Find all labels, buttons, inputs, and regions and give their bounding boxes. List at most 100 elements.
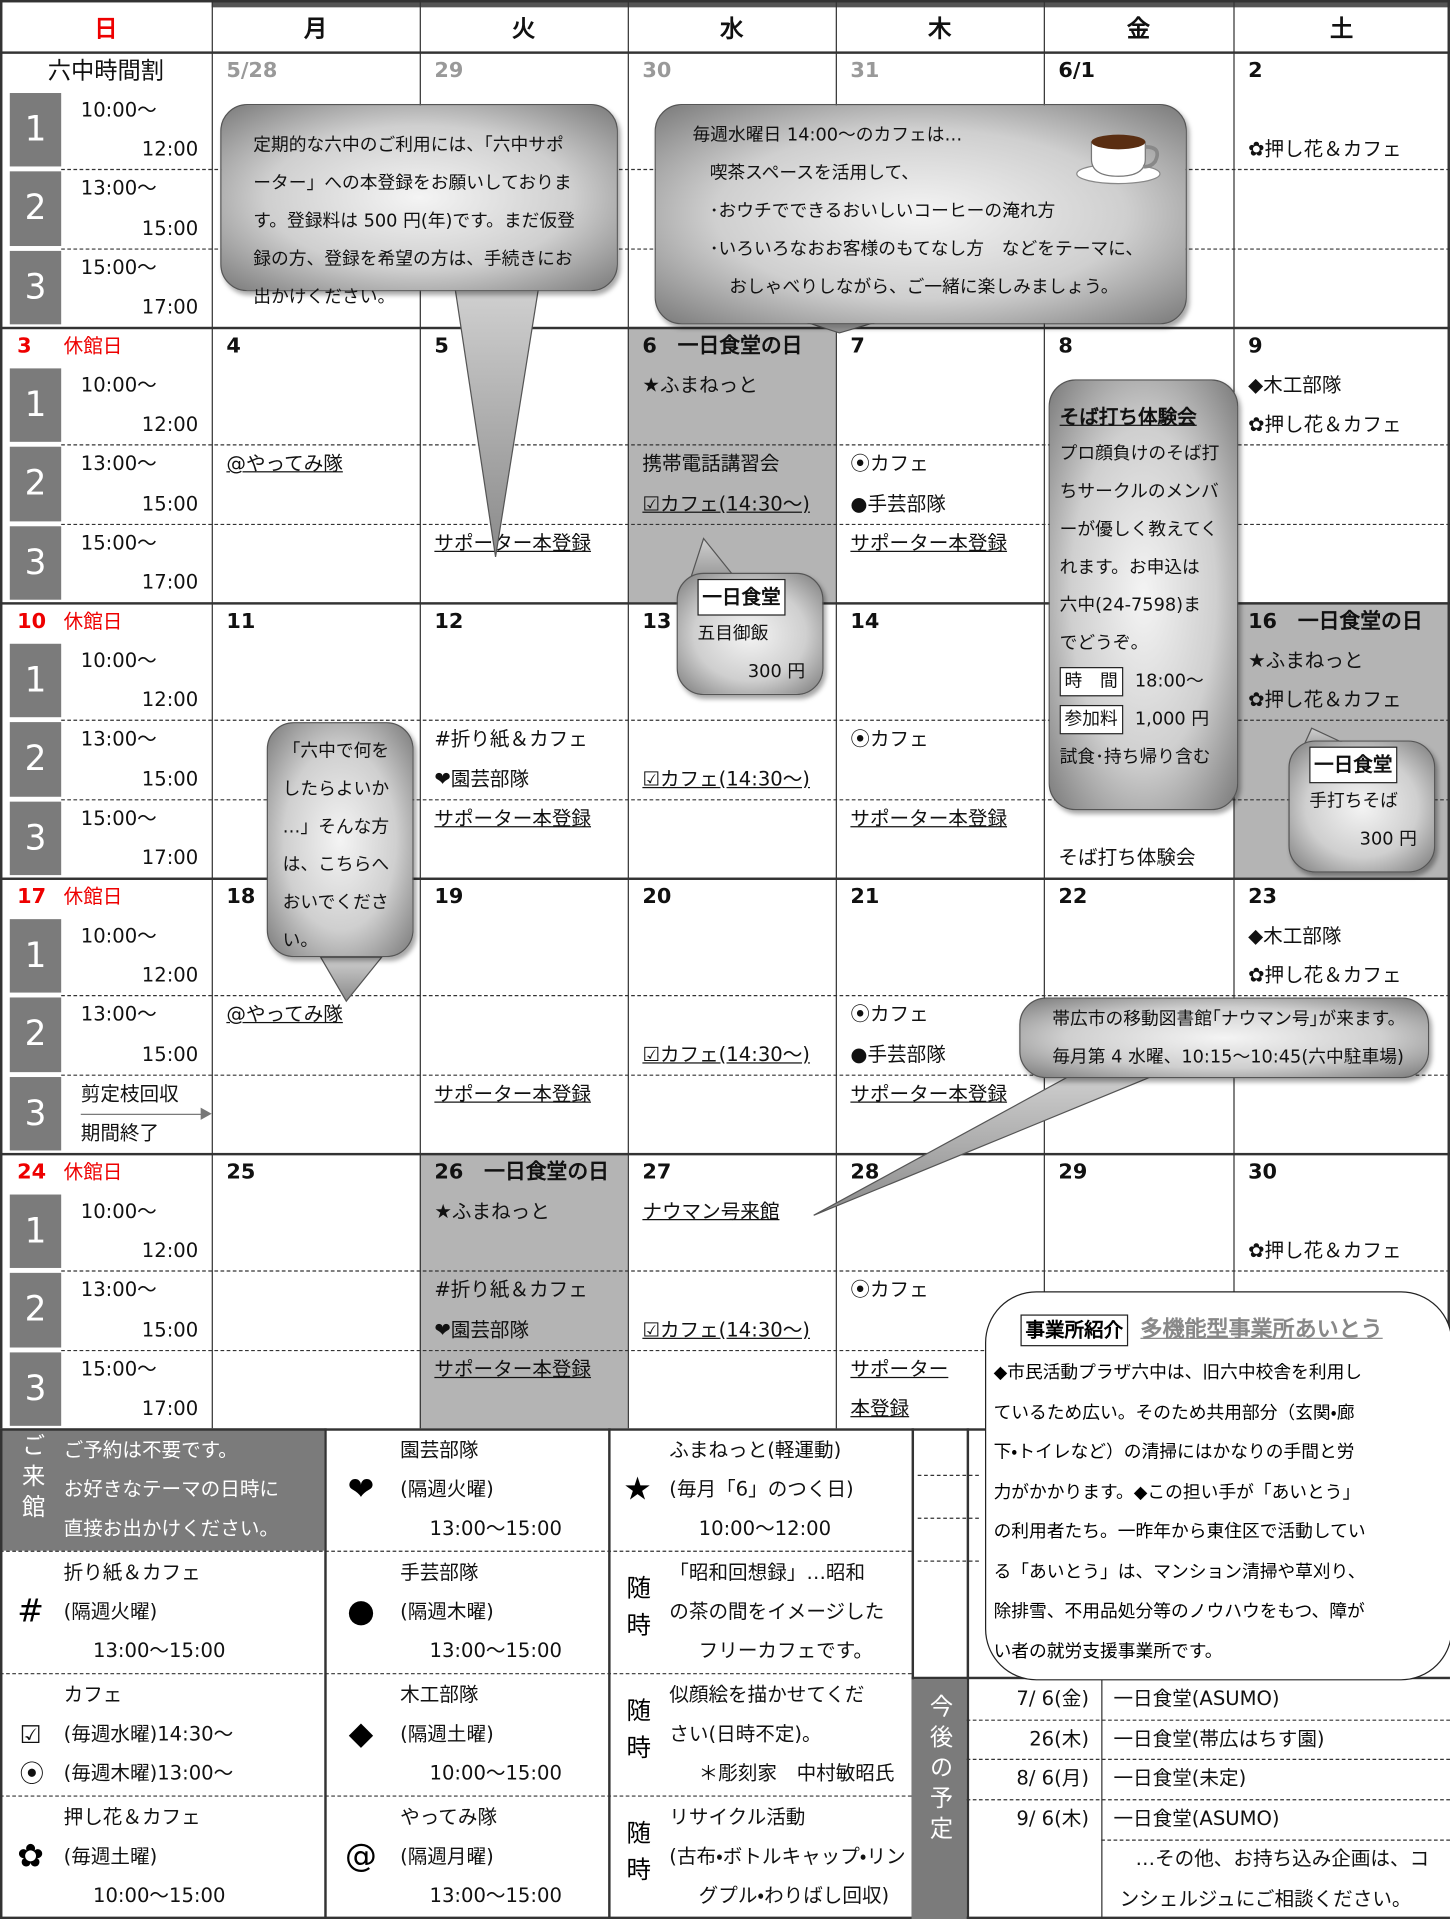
legend-icon: @ bbox=[345, 1838, 377, 1876]
event-text: そば打ち体験会 bbox=[1058, 845, 1196, 869]
legend-text: 手芸部隊 bbox=[400, 1560, 479, 1584]
date-label: 13 bbox=[642, 609, 672, 634]
slot-end: 15:00 bbox=[141, 491, 199, 515]
date-label: 30 bbox=[1248, 1160, 1278, 1185]
visit-bg bbox=[0, 1428, 325, 1551]
slot-end: 17:00 bbox=[141, 294, 199, 319]
dashed-line bbox=[61, 1270, 1450, 1273]
date-label: 11 bbox=[226, 609, 256, 634]
event-text: ◆木工部隊 bbox=[1248, 373, 1342, 397]
callout-text: 喫茶スペースを活用して、 bbox=[709, 164, 920, 184]
callout-text: おいでくださ bbox=[282, 893, 389, 914]
office-text: 下・トイレなど）の清掃にはかなりの手間と労 bbox=[993, 1442, 1355, 1463]
legend-text: ふまねっと(軽運動) bbox=[669, 1438, 842, 1462]
event-text: 携帯電話講習会 bbox=[642, 452, 780, 476]
date-label: 6/1 bbox=[1058, 58, 1095, 84]
slot-start: 10:00～ bbox=[80, 98, 157, 122]
event-text: ◆木工部隊 bbox=[1248, 924, 1342, 948]
event-text: ★ふまねっと bbox=[434, 1199, 550, 1223]
event-text: ●手芸部隊 bbox=[850, 1042, 946, 1066]
legend-text: 木工部隊 bbox=[400, 1682, 479, 1707]
grid-line bbox=[911, 1428, 915, 1919]
day-header: 土 bbox=[1330, 15, 1354, 43]
event-text: ✿押し花＆カフェ bbox=[1248, 688, 1402, 712]
grid-line bbox=[1447, 0, 1450, 1429]
day-header: 日 bbox=[94, 15, 118, 43]
slot-number: 1 bbox=[9, 1194, 62, 1269]
grid-line bbox=[627, 0, 629, 1429]
upcoming-date: 8/ 6(月) bbox=[1016, 1766, 1090, 1790]
legend-text: フリーカフェです。 bbox=[698, 1638, 873, 1663]
legend-text: 押し花＆カフェ bbox=[63, 1805, 201, 1829]
slot-start: 10:00～ bbox=[80, 1199, 157, 1223]
sunday-date: 17 bbox=[17, 884, 47, 910]
event-text: #折り紙＆カフェ bbox=[434, 727, 588, 751]
event-text: ☑カフェ(14:30～) bbox=[642, 491, 810, 515]
row-value: 1,000 円 bbox=[1134, 709, 1210, 730]
grid-line bbox=[1043, 0, 1045, 1429]
slot-number: 1 bbox=[9, 368, 62, 443]
event-text: @やってみ隊 bbox=[226, 452, 343, 476]
office-name: 多機能型事業所あいとう bbox=[1140, 1316, 1383, 1343]
legend-text: 10:00～15:00 bbox=[92, 1883, 226, 1907]
legend-text: 13:00～15:00 bbox=[92, 1638, 226, 1663]
row-label: 時 間 bbox=[1059, 667, 1123, 697]
tail bbox=[319, 956, 384, 1003]
legend-text: (隔週火曜) bbox=[63, 1599, 158, 1623]
grid-line bbox=[0, 326, 1450, 330]
callout-text: 五目御飯 bbox=[697, 624, 769, 644]
event-text: サポーター本登録 bbox=[434, 1356, 592, 1381]
office-text: の利用者たち。一昨年から東住区で活動してい bbox=[993, 1522, 1366, 1543]
date-label: 14 bbox=[850, 609, 880, 634]
grid-line bbox=[419, 0, 421, 1429]
grid-line bbox=[835, 0, 837, 1429]
date-label: 28 bbox=[850, 1160, 880, 1185]
legend-text: (毎月「6」のつく日) bbox=[669, 1477, 854, 1501]
event-text: ✿押し花＆カフェ bbox=[1248, 412, 1402, 437]
legend-text: リサイクル活動 bbox=[669, 1805, 806, 1829]
slot-number: 1 bbox=[9, 919, 62, 994]
office-text: る「あいとう」は、マンション清掃や草刈り、 bbox=[993, 1562, 1366, 1582]
callout-text: れます。お申込は bbox=[1059, 558, 1200, 578]
dashed-line bbox=[61, 523, 1450, 525]
date-label: 6 一日食堂の日 bbox=[642, 334, 803, 359]
visit-label: ご来館 bbox=[18, 1433, 46, 1525]
callout-text: 出かけください。 bbox=[253, 287, 396, 308]
grid-line bbox=[211, 0, 213, 1429]
legend-text: ご予約は不要です。 bbox=[63, 1438, 238, 1462]
callout: 一日食堂 手打ちそば 300 円 bbox=[1288, 740, 1436, 873]
legend-icon: 随時 bbox=[622, 1697, 652, 1771]
callout: 定期的な六中のご利用には、「六中サポ ーター」への本登録をお願いしておりま す。登録… bbox=[220, 104, 618, 307]
date-label: 18 bbox=[226, 884, 256, 910]
callout-text: 「六中で何を bbox=[282, 741, 390, 762]
legend-text: グプル・わりばし回収) bbox=[698, 1883, 890, 1907]
date-label: 7 bbox=[850, 334, 865, 359]
day-header: 月 bbox=[304, 15, 328, 43]
slot-end: 12:00 bbox=[141, 412, 199, 437]
closed-label: 休館日 bbox=[63, 334, 123, 358]
event-text: ✿押し花＆カフェ bbox=[1248, 1238, 1402, 1263]
event-text: ☑カフェ(14:30～) bbox=[642, 1317, 810, 1341]
legend-text: やってみ隊 bbox=[400, 1805, 498, 1829]
slot-number: 2 bbox=[9, 722, 62, 797]
sunday-date: 24 bbox=[17, 1160, 47, 1185]
slot-start: 15:00～ bbox=[80, 1356, 157, 1381]
event-text: ☑カフェ(14:30～) bbox=[642, 1042, 810, 1066]
upcoming-date: 9/ 6(木) bbox=[1016, 1806, 1090, 1830]
callout-text: ･いろいろなおお客様のもてなし方 などをテーマに、 bbox=[709, 239, 1144, 260]
legend-text: 10:00～15:00 bbox=[429, 1761, 562, 1785]
slot-number: 3 bbox=[9, 1076, 62, 1151]
upcoming-event: 一日食堂(帯広はちす園) bbox=[1113, 1726, 1325, 1750]
legend-icon: ☑ bbox=[19, 1719, 42, 1749]
event-text: サポーター本登録 bbox=[434, 806, 592, 830]
event-text: ⦿カフェ bbox=[850, 727, 929, 751]
callout-text: 六中(24-7598)ま bbox=[1059, 596, 1201, 616]
legend-icon: ✿ bbox=[17, 1838, 44, 1876]
row-value: 18:00～ bbox=[1134, 671, 1204, 692]
legend-icon: ● bbox=[347, 1593, 375, 1631]
date-label: 31 bbox=[850, 58, 880, 84]
event-text: サポーター本登録 bbox=[434, 1081, 592, 1105]
legend-text: (古布・ボトルキャップ・リン bbox=[669, 1844, 906, 1868]
slot-end: 15:00 bbox=[141, 766, 199, 791]
